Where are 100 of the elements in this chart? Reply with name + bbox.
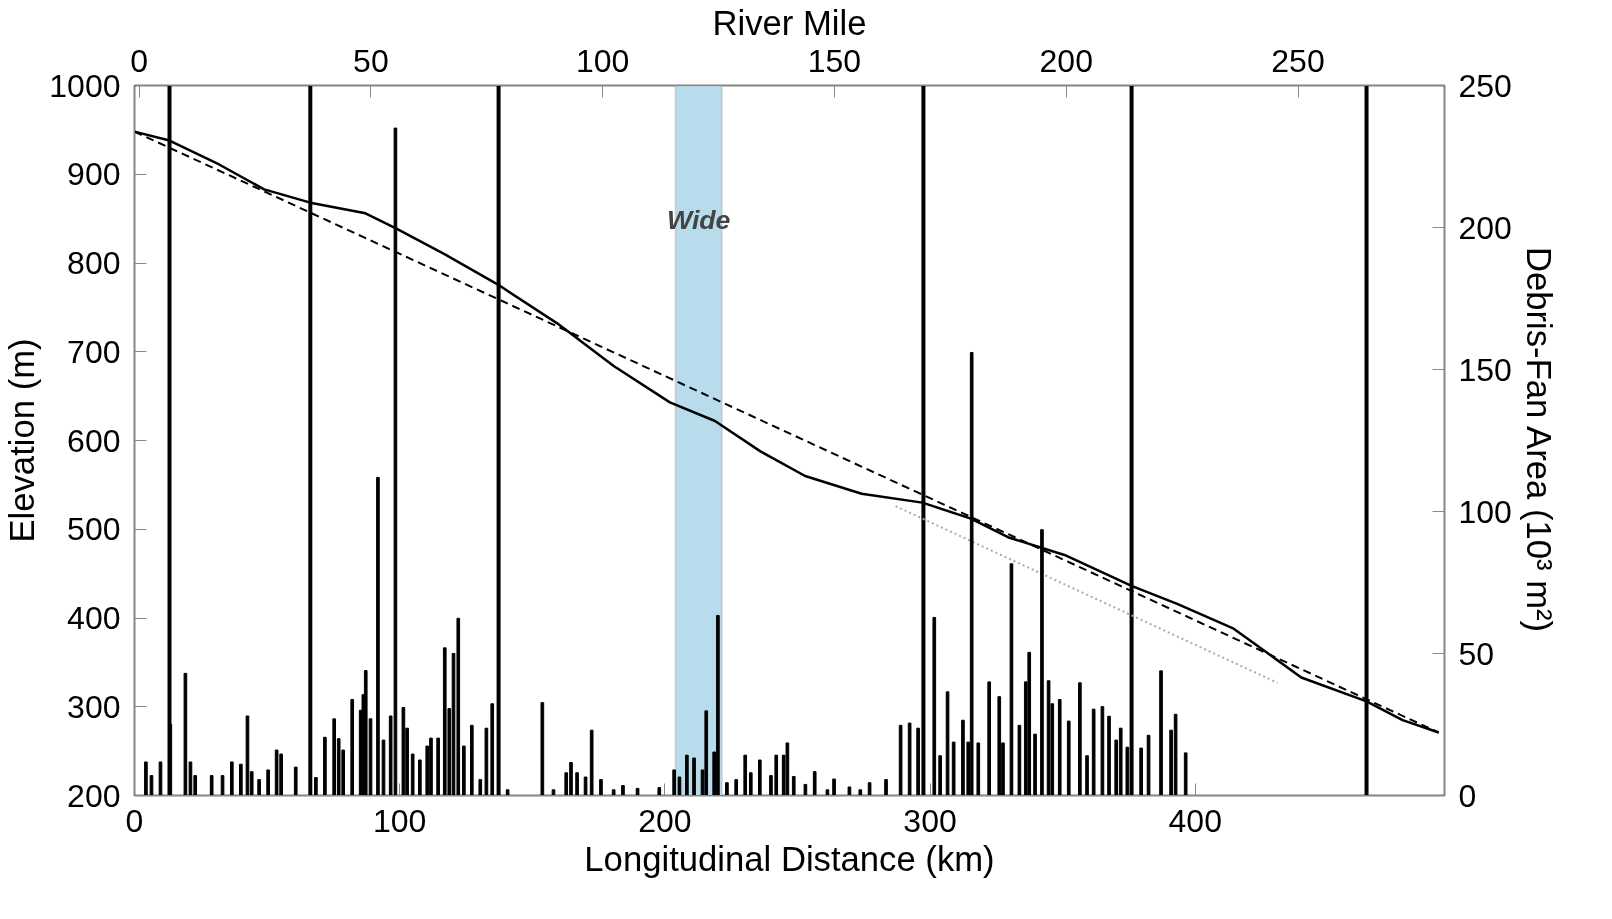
y-tick-label: 500 xyxy=(67,511,121,548)
x2-tick-label: 0 xyxy=(130,42,149,79)
bar xyxy=(932,616,937,796)
y2-tick-label: 250 xyxy=(1458,67,1512,104)
bar xyxy=(858,789,863,796)
x-tick-label: 400 xyxy=(1168,802,1222,839)
bar xyxy=(1033,733,1037,796)
bar xyxy=(323,736,327,796)
bar xyxy=(1107,715,1111,796)
bar xyxy=(332,718,337,796)
bar xyxy=(716,614,720,796)
bar xyxy=(279,753,283,796)
bar xyxy=(898,724,903,796)
y2-tick-label: 200 xyxy=(1458,209,1512,246)
y-tick-label: 300 xyxy=(67,688,121,725)
bar xyxy=(884,779,888,796)
bar xyxy=(1100,706,1105,796)
bar xyxy=(1173,713,1178,796)
y-tick-label: 900 xyxy=(67,156,121,193)
x-axis-title: Longitudinal Distance (km) xyxy=(584,839,995,878)
bar xyxy=(314,777,318,796)
bar xyxy=(1027,651,1032,796)
bar xyxy=(418,759,422,796)
x2-tick-label: 100 xyxy=(575,42,630,79)
bar xyxy=(976,742,981,796)
bar xyxy=(442,647,447,796)
y2-tick-label: 150 xyxy=(1458,351,1512,388)
bar xyxy=(748,772,753,796)
bar xyxy=(469,724,474,796)
bar xyxy=(725,782,729,796)
bar xyxy=(245,715,250,796)
y2-tick-label: 100 xyxy=(1458,493,1512,530)
bar xyxy=(847,786,852,796)
bar xyxy=(266,769,270,796)
bar xyxy=(429,737,433,796)
bar xyxy=(657,787,662,796)
bar xyxy=(350,699,355,796)
bar xyxy=(239,763,243,796)
bar xyxy=(505,789,510,796)
y-axis-title: Elevation (m) xyxy=(3,338,42,543)
bar xyxy=(478,779,483,796)
bar xyxy=(583,776,588,796)
bar xyxy=(743,754,748,796)
bar xyxy=(209,775,214,796)
bar xyxy=(621,785,625,796)
y-tick-label: 200 xyxy=(67,777,121,814)
y-tick-label: 400 xyxy=(67,600,121,636)
bar xyxy=(692,757,696,796)
y-tick-label: 600 xyxy=(67,422,121,459)
bar xyxy=(436,737,440,796)
bar xyxy=(589,729,594,796)
y2-tick-label: 50 xyxy=(1458,635,1495,672)
x2-axis-title: River Mile xyxy=(712,3,867,42)
x2-tick-label: 200 xyxy=(1039,42,1093,79)
bar xyxy=(997,696,1002,796)
bar xyxy=(1183,752,1188,796)
bar xyxy=(907,722,912,796)
bar xyxy=(1091,708,1096,796)
bar xyxy=(1078,682,1082,796)
bar xyxy=(376,476,380,796)
bar xyxy=(575,772,579,796)
y-tick-label: 800 xyxy=(67,245,121,281)
bar xyxy=(803,783,808,796)
bar xyxy=(230,761,234,796)
bar xyxy=(685,754,689,796)
bar xyxy=(1118,727,1123,796)
y2-axis-title: Debris-Fan Area (10³ m²) xyxy=(1519,246,1558,633)
bar xyxy=(938,755,942,796)
bar xyxy=(293,766,298,796)
bar xyxy=(220,775,225,796)
y2-tick-label: 0 xyxy=(1458,777,1477,814)
bar xyxy=(462,745,466,796)
bar xyxy=(363,670,368,796)
x2-tick-label: 150 xyxy=(807,42,862,79)
bar xyxy=(1009,563,1014,796)
bar xyxy=(1159,670,1163,796)
bar xyxy=(785,742,790,796)
bar xyxy=(757,759,762,796)
bar xyxy=(867,782,872,796)
bar xyxy=(540,702,545,796)
bar xyxy=(1066,720,1071,796)
bar xyxy=(1085,755,1089,796)
bar xyxy=(987,681,992,796)
bar xyxy=(257,779,261,796)
band-label: Wide xyxy=(666,205,731,236)
x2-tick-label: 50 xyxy=(353,42,389,79)
y-tick-label: 700 xyxy=(67,333,121,370)
x-tick-label: 300 xyxy=(903,802,957,839)
x-tick-label: 100 xyxy=(372,802,427,839)
bar xyxy=(951,741,956,796)
bar xyxy=(791,775,796,796)
bar xyxy=(274,749,279,796)
bar xyxy=(1057,699,1062,796)
x2-tick-label: 250 xyxy=(1271,42,1325,79)
bar xyxy=(183,672,188,796)
bar xyxy=(611,789,616,796)
bar xyxy=(825,789,830,796)
bar xyxy=(734,779,739,796)
x-tick-label: 200 xyxy=(638,802,692,839)
bar xyxy=(1146,734,1151,796)
